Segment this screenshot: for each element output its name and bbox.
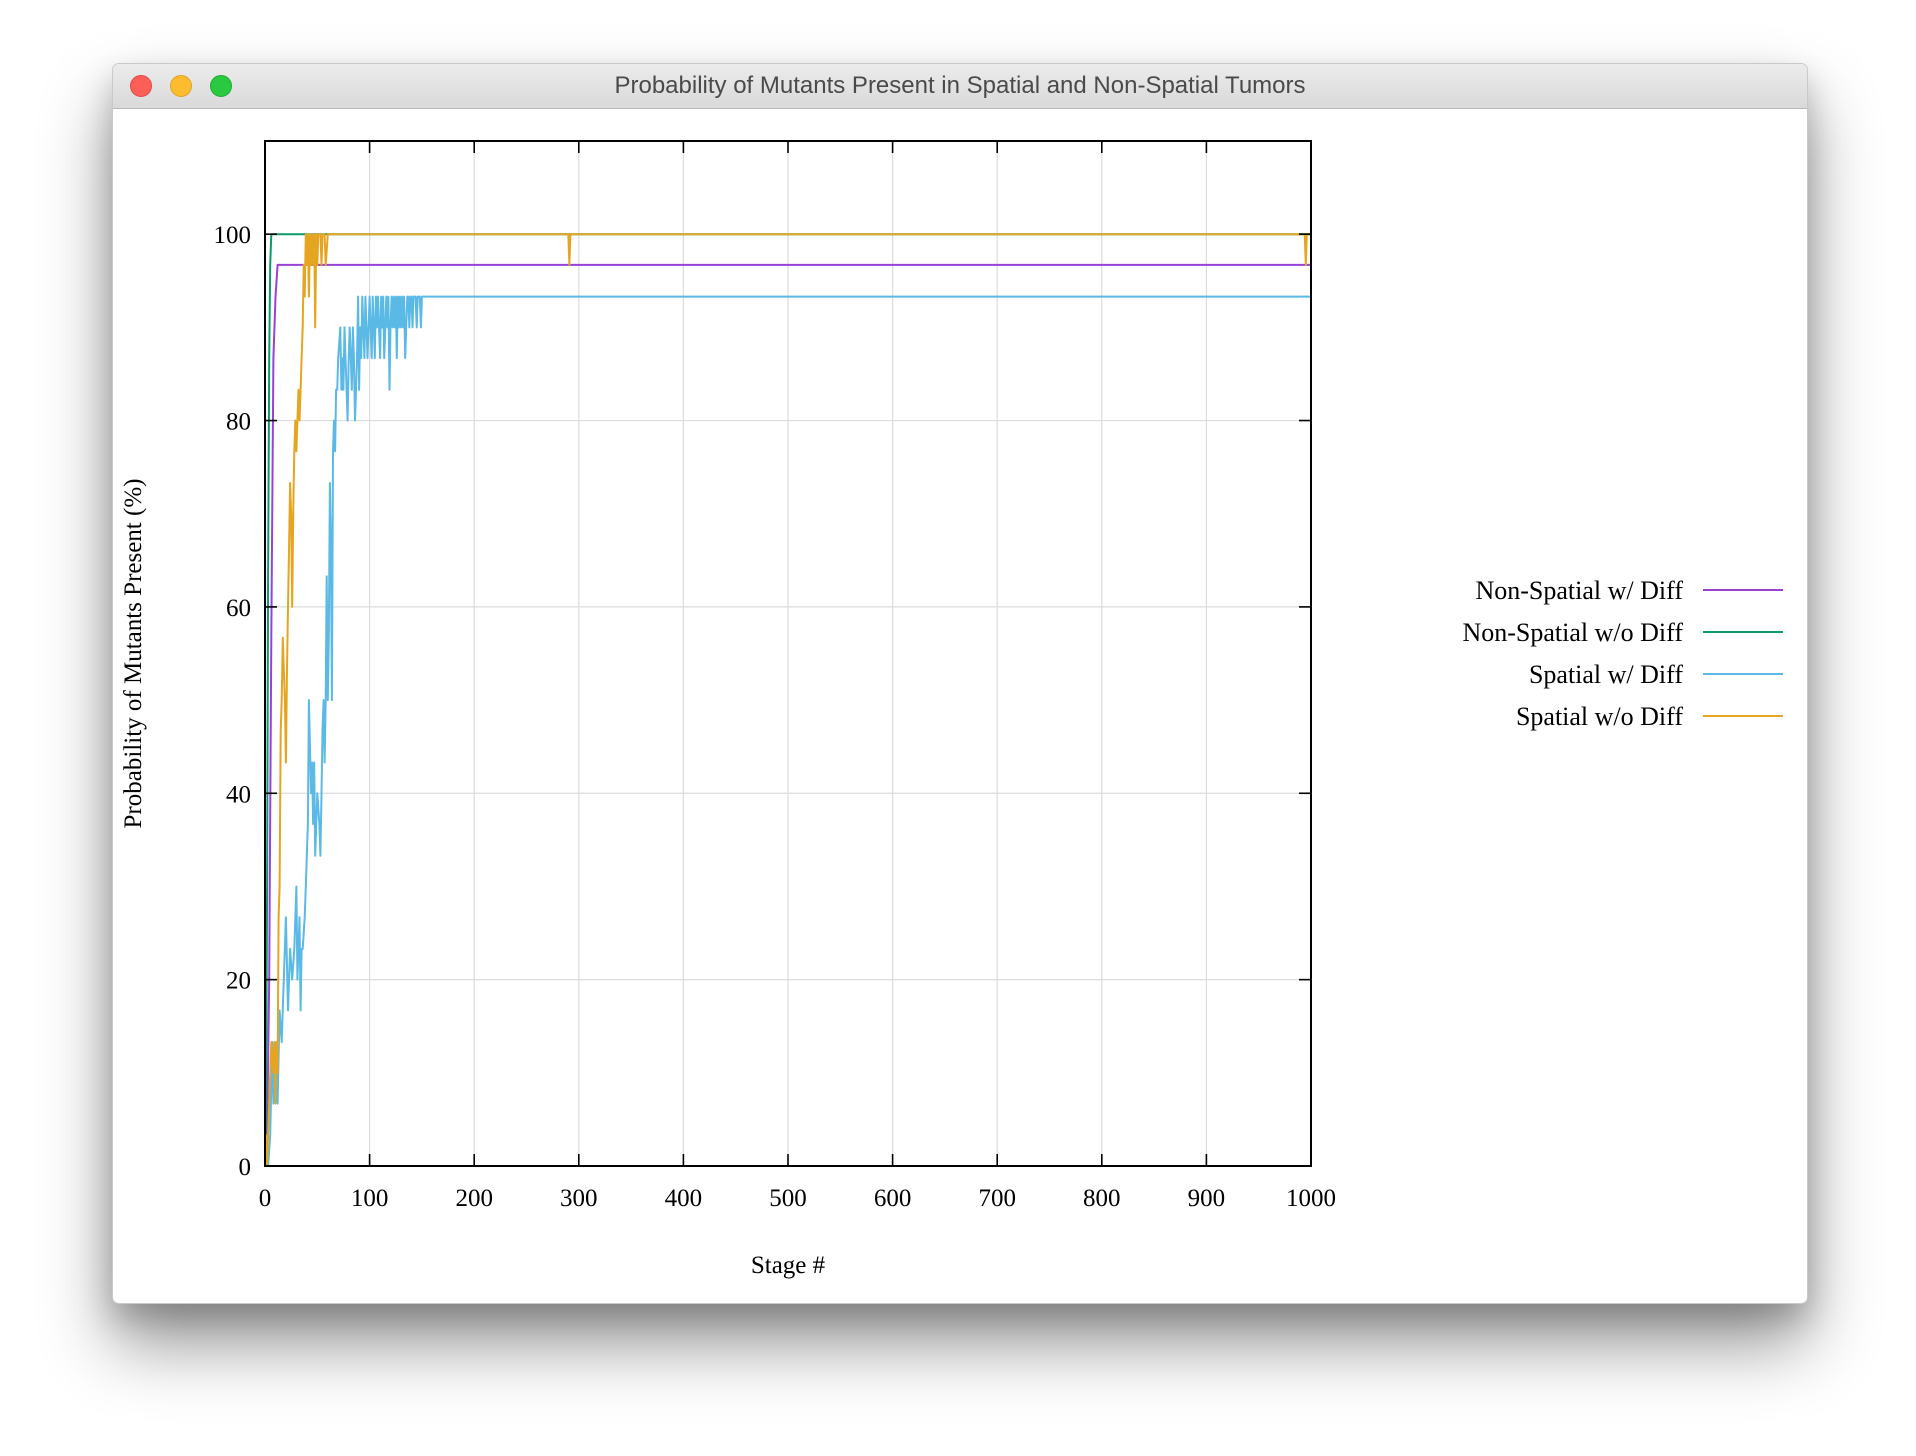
legend-label: Non-Spatial w/o Diff: [1463, 618, 1684, 647]
series-line-0: [264, 263, 1311, 1167]
series-line-3: [264, 233, 1311, 1167]
y-tick-label: 0: [239, 1154, 252, 1181]
x-axis-label: Stage #: [751, 1252, 826, 1279]
window-title: Probability of Mutants Present in Spatia…: [614, 72, 1306, 99]
axis-ticks: 0 100 200 300 400 500 600 700 800 900 1000 0 20 40 60 8…: [214, 141, 1336, 1212]
x-tick-label: 600: [874, 1185, 912, 1212]
close-button[interactable]: [130, 75, 152, 97]
y-tick-label: 20: [226, 968, 251, 995]
y-tick-label: 40: [226, 781, 251, 808]
x-tick-label: 1000: [1286, 1185, 1336, 1212]
series-line-2: [265, 295, 1311, 1167]
x-tick-label: 500: [769, 1185, 807, 1212]
x-tick-label: 100: [351, 1185, 389, 1212]
app-window: Probability of Mutants Present in Spatia…: [112, 63, 1808, 1304]
x-tick-label: 0: [259, 1185, 272, 1212]
x-tick-label: 700: [978, 1185, 1016, 1212]
y-axis-label: Probability of Mutants Present (%): [120, 479, 147, 829]
title-bar[interactable]: Probability of Mutants Present in Spatia…: [113, 64, 1807, 109]
y-tick-label: 60: [226, 595, 251, 622]
legend-label: Non-Spatial w/ Diff: [1476, 576, 1684, 605]
zoom-button[interactable]: [210, 75, 232, 97]
x-tick-label: 900: [1188, 1185, 1226, 1212]
legend-label: Spatial w/o Diff: [1516, 702, 1683, 731]
x-tick-label: 800: [1083, 1185, 1121, 1212]
minimize-button[interactable]: [170, 75, 192, 97]
grid: [265, 141, 1311, 1166]
y-tick-label: 100: [214, 222, 252, 249]
x-tick-label: 200: [455, 1185, 493, 1212]
x-tick-label: 400: [665, 1185, 703, 1212]
x-tick-label: 300: [560, 1185, 598, 1212]
y-tick-label: 80: [226, 409, 251, 436]
legend-label: Spatial w/ Diff: [1529, 660, 1683, 689]
legend: Non-Spatial w/ Diff Non-Spatial w/o Diff S…: [1463, 576, 1783, 731]
